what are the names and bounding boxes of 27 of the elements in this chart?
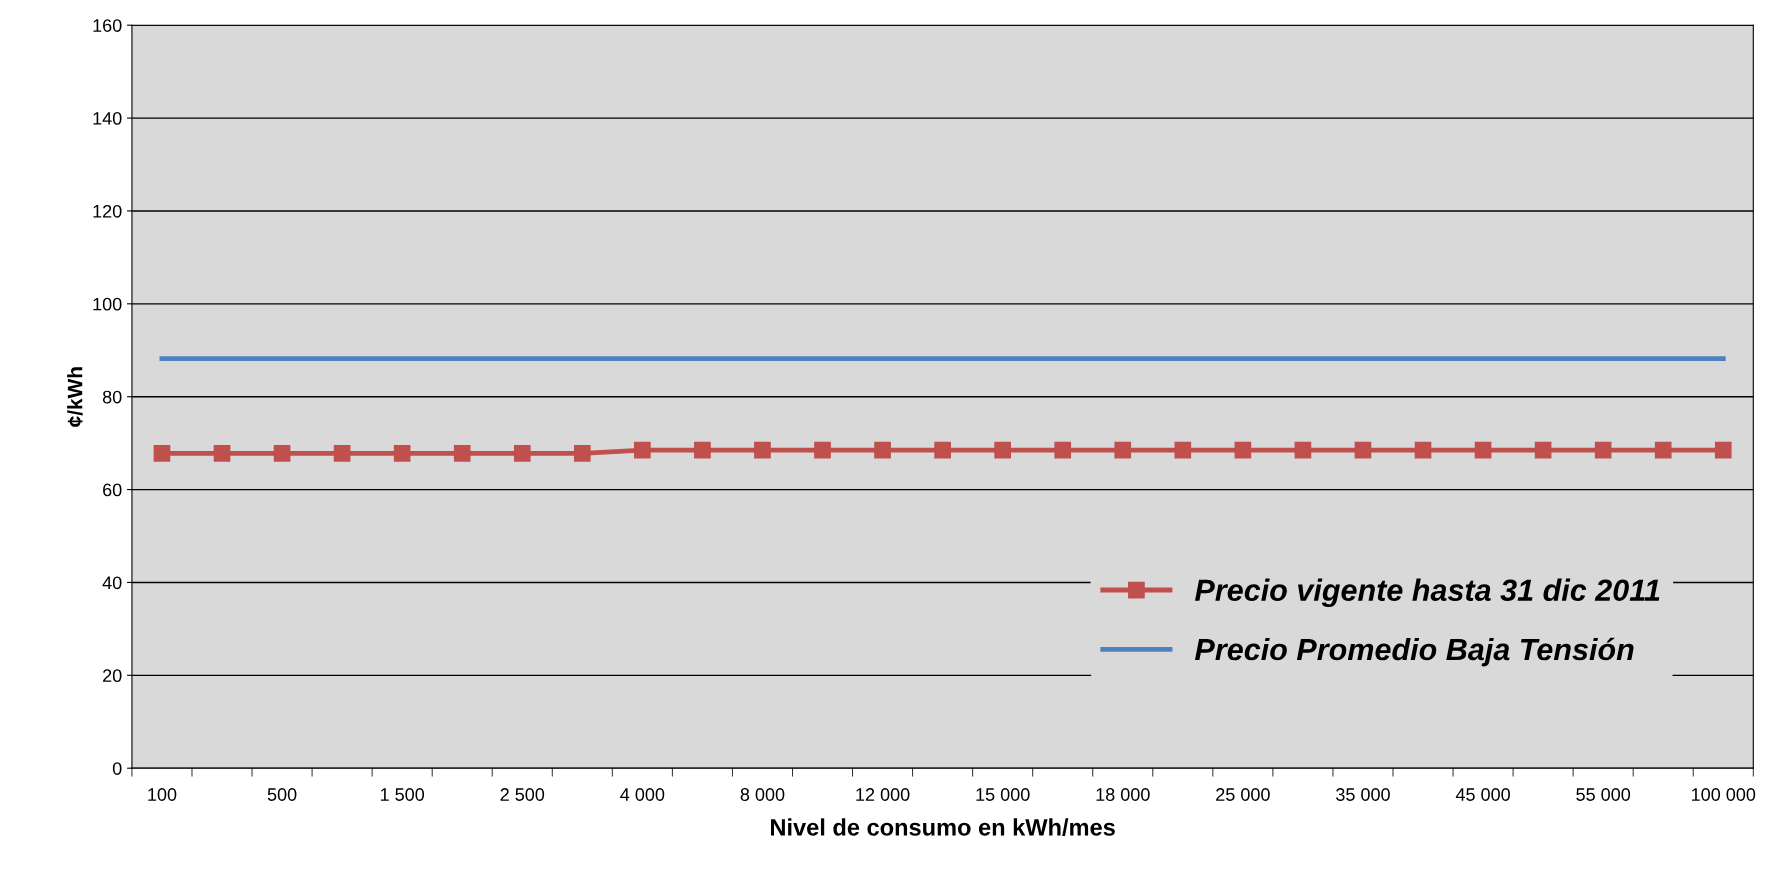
y-tick-label: 40: [102, 576, 122, 590]
y-tick-label: 0: [112, 762, 122, 775]
y-tick-label: 160: [93, 19, 122, 32]
y-axis-title: ¢/kWh: [67, 367, 83, 427]
y-tick-label: 140: [93, 112, 122, 125]
x-axis-title: Nivel de consumo en kWh/mes: [771, 818, 1115, 836]
x-tick-label: 18 000: [1096, 788, 1150, 801]
y-tick-label: 60: [103, 483, 122, 497]
y-tick-label: 100: [93, 297, 122, 311]
legend-label: Precio vigente hasta 31 dic 2011: [1195, 578, 1660, 608]
y-tick-label: 80: [102, 390, 122, 404]
legend-label: Precio Promedio Baja Tensión: [1195, 637, 1634, 667]
x-tick-label: 4 000: [620, 788, 665, 801]
x-tick-label: 35 000: [1336, 788, 1390, 801]
x-tick-label: 55 000: [1576, 788, 1631, 801]
y-tick-label: 20: [103, 669, 122, 683]
x-tick-label: 25 000: [1216, 788, 1270, 801]
x-tick-label: 500: [267, 788, 297, 801]
x-tick-label: 100: [148, 788, 177, 801]
x-tick-label: 12 000: [856, 788, 910, 801]
x-tick-label: 100 000: [1692, 788, 1756, 801]
x-tick-label: 2 500: [500, 788, 545, 801]
y-tick-label: 120: [93, 204, 122, 218]
x-tick-label: 45 000: [1455, 788, 1510, 801]
x-tick-label: 1 500: [380, 788, 425, 801]
x-tick-label: 8 000: [740, 788, 785, 801]
x-tick-label: 15 000: [976, 788, 1030, 801]
